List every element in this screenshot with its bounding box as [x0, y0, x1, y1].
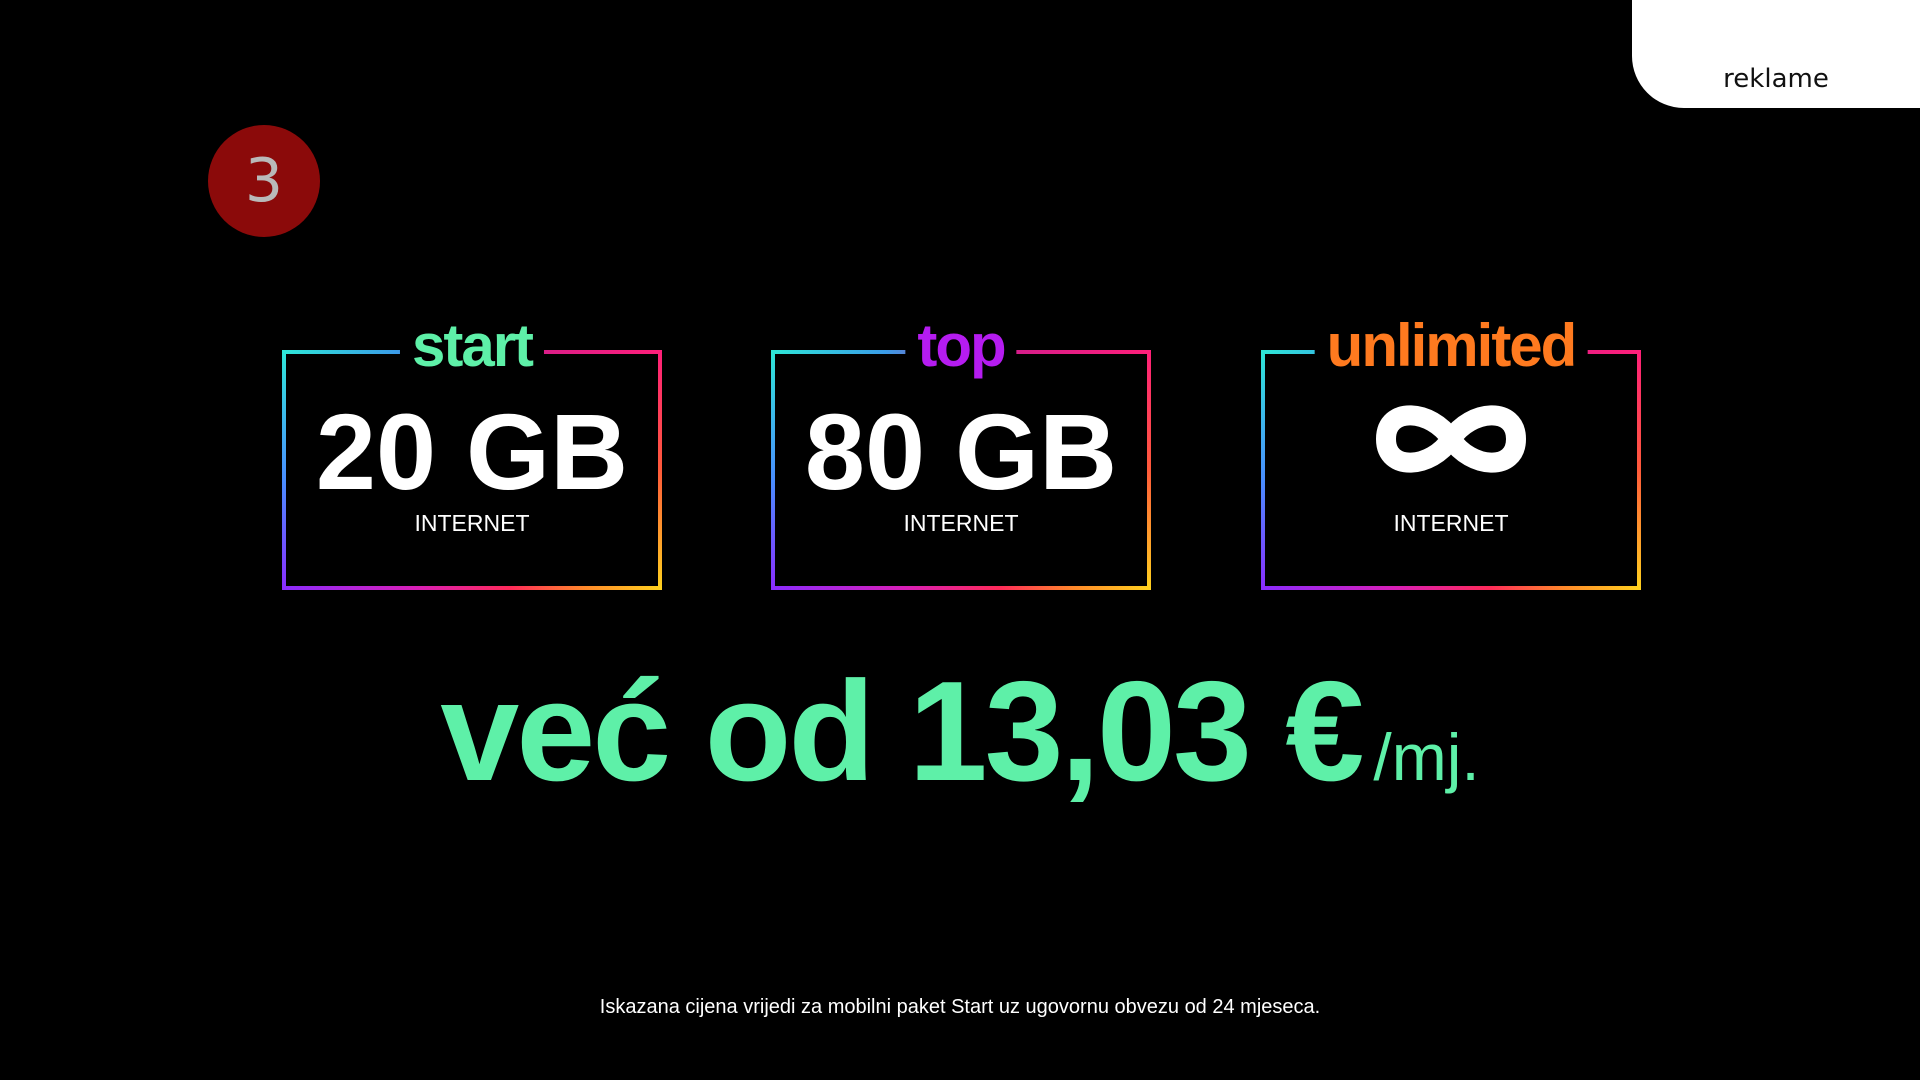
- plan-title: start: [399, 306, 545, 386]
- border: [282, 350, 286, 590]
- plan-title: top: [905, 306, 1017, 386]
- border: [1261, 586, 1641, 590]
- plan-card-start: start 20 GB INTERNET: [282, 306, 662, 590]
- plan-label: INTERNET: [903, 510, 1019, 536]
- infinity-icon: [1375, 405, 1527, 473]
- border: [771, 586, 1151, 590]
- border: [771, 350, 775, 590]
- plan-card-unlimited: unlimited INTERNET: [1261, 306, 1641, 590]
- reklame-label: reklame: [1723, 64, 1829, 94]
- price-line: već od 13,03 €/mj.: [0, 650, 1920, 814]
- plan-card-top: top 80 GB INTERNET: [771, 306, 1151, 590]
- plan-amount: 80 GB: [804, 391, 1118, 512]
- footnote: Iskazana cijena vrijedi za mobilni paket…: [599, 996, 1321, 1018]
- plan-label: INTERNET: [414, 510, 530, 536]
- plan-amount: 20 GB: [315, 391, 629, 512]
- plan-label: INTERNET: [1393, 510, 1509, 536]
- price-text: već od 13,03 €: [440, 652, 1364, 811]
- plan-title: unlimited: [1314, 306, 1588, 386]
- border: [282, 586, 662, 590]
- reklame-tab: reklame: [1632, 0, 1920, 108]
- border: [1637, 350, 1641, 590]
- channel-badge: 3: [208, 125, 320, 237]
- border: [1147, 350, 1151, 590]
- price-unit: /mj.: [1373, 720, 1480, 794]
- border: [658, 350, 662, 590]
- border: [1261, 350, 1265, 590]
